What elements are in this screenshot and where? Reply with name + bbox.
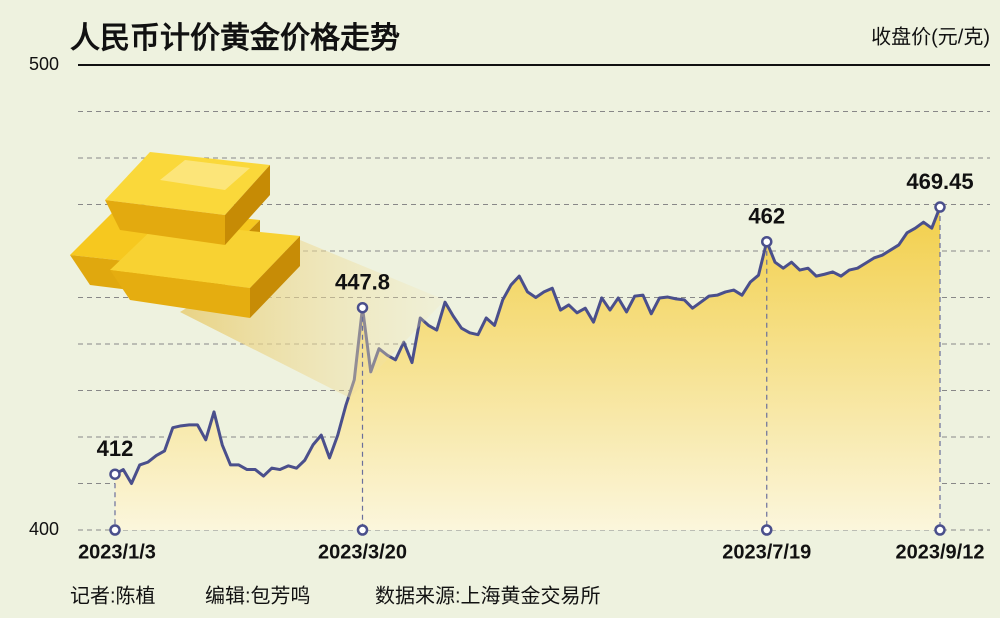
y-tick-label: 500 [29, 54, 59, 74]
axis-point [109, 524, 121, 536]
axis-point [934, 524, 946, 536]
value-label: 412 [97, 436, 134, 461]
footer-editor: 编辑:包芳鸣 [205, 584, 311, 607]
area [115, 207, 940, 530]
point [356, 301, 369, 314]
value-label: 447.8 [335, 270, 390, 295]
x-tick-label: 2023/1/3 [78, 541, 156, 563]
x-tick-label: 2023/7/19 [722, 541, 811, 563]
y-axis-label: 收盘价(元/克) [871, 25, 990, 48]
point [934, 201, 946, 213]
plot-area [78, 64, 990, 531]
value-label: 469.45 [906, 169, 973, 194]
chart-title: 人民币计价黄金价格走势 [70, 21, 400, 55]
footer-source: 数据来源:上海黄金交易所 [375, 584, 601, 607]
gold-bars [70, 152, 300, 318]
footer-reporter: 记者:陈植 [70, 584, 156, 607]
x-tick-label: 2023/3/20 [318, 541, 407, 563]
value-label: 462 [748, 204, 785, 229]
line [114, 206, 942, 485]
y-tick-label: 400 [29, 519, 59, 539]
x-tick-label: 2023/9/12 [896, 541, 985, 563]
point [109, 468, 121, 480]
axis-point [356, 524, 369, 536]
axis-point [761, 524, 773, 536]
point [761, 235, 773, 248]
